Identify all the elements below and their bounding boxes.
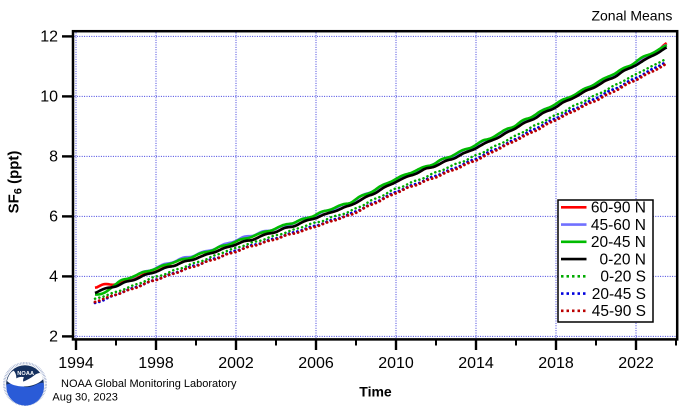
svg-text:2018: 2018 — [538, 355, 574, 372]
svg-text:20-45 N: 20-45 N — [591, 234, 646, 251]
svg-text:4: 4 — [49, 268, 58, 285]
svg-text:2010: 2010 — [378, 355, 414, 372]
svg-text:1998: 1998 — [138, 355, 174, 372]
svg-text:2014: 2014 — [458, 355, 494, 372]
svg-text:12: 12 — [40, 28, 58, 45]
svg-text:0-20 N: 0-20 N — [599, 251, 646, 268]
svg-text:1994: 1994 — [58, 355, 94, 372]
svg-text:NOAA: NOAA — [17, 371, 34, 377]
svg-text:Zonal Means: Zonal Means — [591, 8, 672, 24]
svg-text:2002: 2002 — [218, 355, 254, 372]
svg-text:2006: 2006 — [298, 355, 334, 372]
svg-text:0-20 S: 0-20 S — [600, 269, 646, 286]
svg-text:SF6 (ppt): SF6 (ppt) — [6, 151, 25, 214]
svg-text:2022: 2022 — [618, 355, 654, 372]
svg-text:10: 10 — [40, 88, 58, 105]
svg-text:8: 8 — [49, 148, 58, 165]
svg-text:Aug 30, 2023: Aug 30, 2023 — [52, 391, 117, 403]
svg-text:Time: Time — [359, 384, 392, 400]
svg-text:60-90 N: 60-90 N — [591, 200, 646, 217]
svg-text:6: 6 — [49, 208, 58, 225]
svg-text:20-45 S: 20-45 S — [592, 286, 646, 303]
svg-text:2: 2 — [49, 328, 58, 345]
svg-text:NOAA Global Monitoring Laborat: NOAA Global Monitoring Laboratory — [61, 378, 237, 390]
svg-text:45-60 N: 45-60 N — [591, 217, 646, 234]
svg-text:45-90 S: 45-90 S — [592, 303, 646, 320]
